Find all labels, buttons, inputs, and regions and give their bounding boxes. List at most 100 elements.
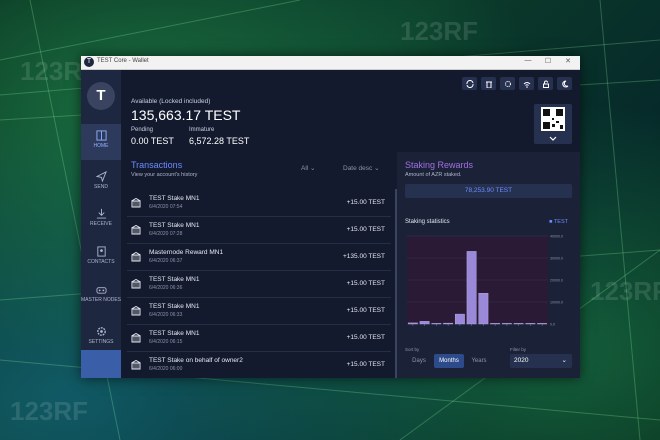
sidebar-item-home[interactable]: HOME — [81, 124, 121, 160]
close-button[interactable]: ✕ — [565, 58, 571, 65]
app-logo-icon: T — [84, 57, 94, 67]
theme-button[interactable] — [557, 77, 572, 90]
settings-button[interactable] — [500, 77, 515, 90]
y-tick-label: 40000.0 — [550, 235, 563, 239]
chevron-down-icon — [549, 136, 557, 141]
balance-header: Available (Locked included) 135,663.17 T… — [121, 70, 580, 152]
pending-value: 0.00 TEST — [131, 136, 174, 146]
sidebar-item-label: CONTACTS — [87, 259, 115, 265]
chart-bar[interactable] — [525, 323, 536, 325]
transaction-row[interactable]: TEST Stake MN1 6/4/2020 06:15 +15.00 TEST — [127, 325, 391, 352]
qr-code-button[interactable] — [534, 104, 572, 144]
transaction-date: 6/4/2020 06:36 — [149, 285, 183, 291]
network-button[interactable] — [519, 77, 534, 90]
transaction-amount: +15.00 TEST — [346, 334, 385, 341]
tab-months[interactable]: Months — [434, 354, 464, 368]
svg-text:123RF: 123RF — [10, 396, 88, 426]
sync-icon — [465, 79, 474, 88]
chart-bar[interactable] — [407, 322, 418, 325]
chevron-down-icon: ⌄ — [374, 165, 380, 172]
transaction-amount: +15.00 TEST — [346, 361, 385, 368]
transaction-row[interactable]: TEST Stake MN1 6/4/2020 07:28 +15.00 TEST — [127, 217, 391, 244]
y-tick-label: 0.0 — [550, 323, 555, 327]
sidebar-item-label: SEND — [94, 184, 108, 190]
chart-bar[interactable] — [419, 321, 430, 325]
avatar[interactable]: T — [87, 82, 115, 110]
staking-subtitle: Amount of AZR staked. — [405, 172, 462, 178]
chart-bar[interactable] — [454, 313, 465, 325]
home-icon — [95, 130, 107, 141]
maximize-button[interactable]: ☐ — [544, 58, 552, 65]
transaction-date: 6/4/2020 07:54 — [149, 204, 183, 210]
transaction-row[interactable]: TEST Stake MN1 6/4/2020 06:36 +15.00 TEST — [127, 271, 391, 298]
sidebar-item-receive[interactable]: RECEIVE — [81, 202, 121, 238]
sidebar-item-masternodes[interactable]: MASTER NODES — [81, 278, 121, 318]
chart-bar[interactable] — [466, 251, 477, 325]
gear-icon — [504, 80, 511, 87]
stake-icon — [131, 306, 141, 316]
available-value: 135,663.17 TEST — [131, 107, 241, 123]
transaction-name: TEST Stake on behalf of owner2 — [149, 357, 243, 364]
chart-legend: ■ TEST — [549, 219, 568, 225]
lock-button[interactable] — [538, 77, 553, 90]
sidebar-item-contacts[interactable]: CONTACTS — [81, 240, 121, 276]
wifi-icon — [523, 81, 530, 88]
transactions-panel: Transactions View your account's history… — [121, 152, 397, 378]
sidebar-item-label: SETTINGS — [88, 339, 114, 345]
chart-bar[interactable] — [490, 323, 501, 325]
type-filter-value: All — [301, 165, 309, 172]
transaction-date: 6/4/2020 06:15 — [149, 339, 183, 345]
transaction-row[interactable]: TEST Stake on behalf of owner2 6/4/2020 0… — [127, 352, 391, 378]
transaction-amount: +15.00 TEST — [346, 307, 385, 314]
lock-icon — [542, 80, 549, 88]
sidebar-footer — [81, 350, 121, 378]
staking-chart: 40000.0 30000.0 20000.0 10000.0 0.0 — [407, 235, 563, 327]
y-tick-label: 30000.0 — [550, 257, 563, 261]
trash-button[interactable] — [481, 77, 496, 90]
pending-label: Pending — [131, 127, 154, 133]
transaction-row[interactable]: TEST Stake MN1 6/4/2020 06:33 +15.00 TEST — [127, 298, 391, 325]
chart-bar[interactable] — [513, 323, 524, 325]
transaction-name: TEST Stake MN1 — [149, 195, 200, 202]
wallet-window: T TEST Core - Wallet — ☐ ✕ T HOME SEND R… — [81, 56, 580, 378]
filter-by-label: Filter by — [510, 347, 527, 352]
receive-icon — [96, 208, 106, 219]
transaction-name: TEST Stake MN1 — [149, 276, 200, 283]
transaction-row[interactable]: TEST Stake MN1 6/4/2020 07:54 +15.00 TEST — [127, 190, 391, 217]
tab-years[interactable]: Years — [471, 358, 487, 364]
tab-days[interactable]: Days — [412, 358, 426, 364]
chart-bar[interactable] — [478, 293, 489, 325]
minimize-button[interactable]: — — [524, 57, 532, 64]
year-value: 2020 — [514, 357, 529, 364]
sort-dropdown[interactable]: Date desc ⌄ — [343, 164, 380, 172]
staking-amount: 78,253.90 TEST — [405, 184, 572, 198]
transaction-amount: +15.00 TEST — [346, 199, 385, 206]
sync-button[interactable] — [462, 77, 477, 90]
sidebar-item-settings[interactable]: SETTINGS — [81, 320, 121, 356]
transaction-amount: +15.00 TEST — [346, 280, 385, 287]
svg-text:123RF: 123RF — [400, 16, 478, 46]
chart-bar[interactable] — [501, 323, 512, 325]
sidebar-item-label: MASTER NODES — [81, 297, 122, 303]
type-filter-dropdown[interactable]: All ⌄ — [301, 164, 316, 172]
transaction-list: TEST Stake MN1 6/4/2020 07:54 +15.00 TEST T… — [127, 190, 391, 378]
transaction-amount: +135.00 TEST — [343, 253, 385, 260]
transaction-row[interactable]: Masternode Reward MN1 6/4/2020 06:37 +135.… — [127, 244, 391, 271]
chart-bar[interactable] — [443, 322, 454, 325]
sort-value: Date desc — [343, 165, 373, 172]
immature-value: 6,572.28 TEST — [189, 136, 250, 146]
chart-bar[interactable] — [431, 323, 442, 325]
sidebar-item-label: HOME — [93, 143, 109, 149]
transaction-date: 6/4/2020 06:00 — [149, 366, 183, 372]
title-bar: T TEST Core - Wallet — ☐ ✕ — [81, 56, 580, 70]
sidebar-item-send[interactable]: SEND — [81, 165, 121, 201]
stake-icon — [131, 279, 141, 289]
transaction-name: Masternode Reward MN1 — [149, 249, 224, 256]
stake-icon — [131, 198, 141, 208]
chevron-down-icon: ⌄ — [310, 165, 316, 172]
scrollbar[interactable] — [395, 189, 397, 378]
chart-bar[interactable] — [537, 323, 548, 325]
stake-icon — [131, 225, 141, 235]
year-select[interactable]: 2020 ⌄ — [510, 354, 572, 368]
svg-text:123RF: 123RF — [590, 276, 660, 306]
